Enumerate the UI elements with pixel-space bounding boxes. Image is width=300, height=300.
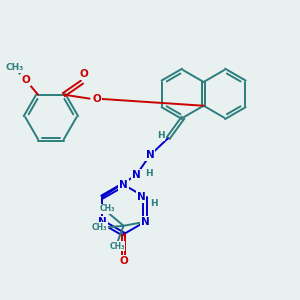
Text: O: O (119, 256, 128, 266)
Text: N: N (98, 217, 106, 227)
Text: N: N (137, 192, 146, 202)
Text: O: O (21, 75, 30, 85)
Text: N: N (119, 180, 128, 190)
Text: CH₃: CH₃ (5, 63, 23, 72)
Text: H: H (151, 199, 158, 208)
Text: H: H (145, 169, 152, 178)
Text: O: O (92, 94, 101, 103)
Text: CH₃: CH₃ (109, 242, 125, 251)
Text: CH₃: CH₃ (100, 204, 116, 213)
Text: N: N (141, 217, 149, 227)
Text: O: O (79, 69, 88, 79)
Text: N: N (146, 150, 154, 160)
Text: H: H (157, 131, 165, 140)
Text: N: N (132, 170, 140, 180)
Text: CH₃: CH₃ (92, 223, 107, 232)
